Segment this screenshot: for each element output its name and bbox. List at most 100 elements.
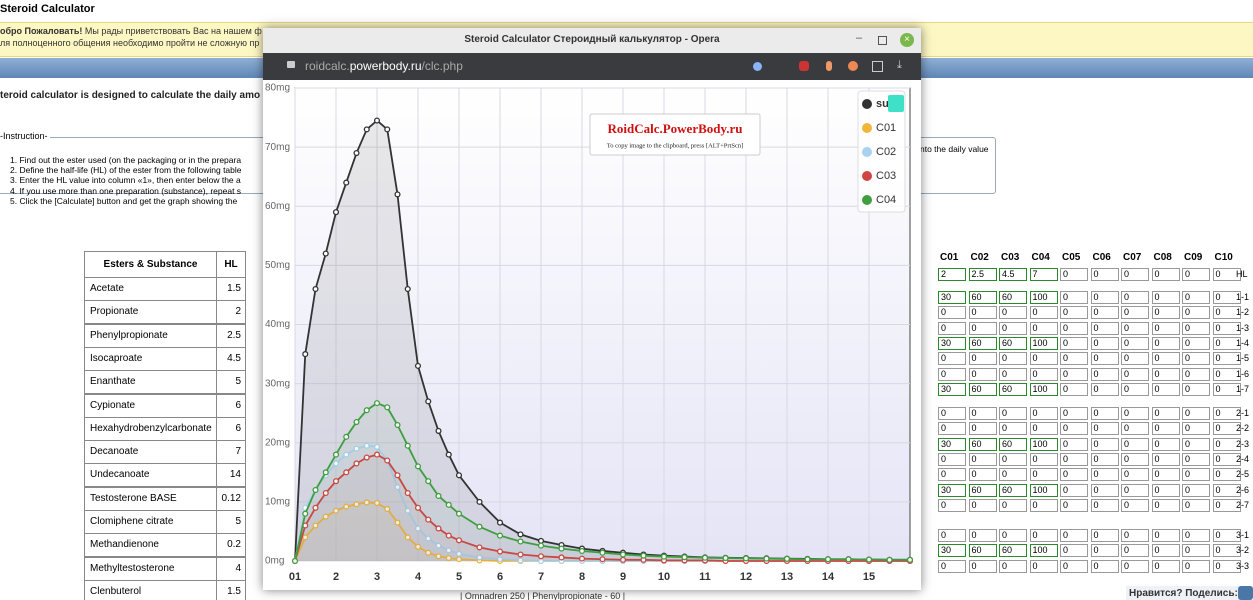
- dose-input[interactable]: 0: [1182, 368, 1210, 381]
- vk-icon[interactable]: [1238, 586, 1253, 600]
- dose-input[interactable]: 0: [1060, 322, 1088, 335]
- dose-input[interactable]: 0: [999, 499, 1027, 512]
- shield-icon[interactable]: [753, 62, 762, 71]
- dose-input[interactable]: 0: [1152, 438, 1180, 451]
- dose-input[interactable]: 0: [969, 368, 997, 381]
- dose-input[interactable]: 0: [1152, 306, 1180, 319]
- dose-input[interactable]: 0: [1182, 352, 1210, 365]
- dose-input[interactable]: 0: [1182, 422, 1210, 435]
- dose-input[interactable]: 60: [999, 383, 1027, 396]
- dose-input[interactable]: 0: [1091, 291, 1119, 304]
- dose-input[interactable]: 30: [938, 484, 966, 497]
- dose-input[interactable]: 0: [1152, 352, 1180, 365]
- minimize-button[interactable]: –: [856, 32, 862, 44]
- dose-input[interactable]: 0: [1152, 453, 1180, 466]
- dose-input[interactable]: 0: [1060, 529, 1088, 542]
- dose-input[interactable]: 0: [1121, 383, 1149, 396]
- dose-input[interactable]: 0: [1121, 352, 1149, 365]
- dose-input[interactable]: 0: [1121, 453, 1149, 466]
- dose-input[interactable]: 0: [1121, 291, 1149, 304]
- dose-input[interactable]: 0: [1182, 306, 1210, 319]
- dose-input[interactable]: 0: [999, 453, 1027, 466]
- dose-input[interactable]: 0: [999, 352, 1027, 365]
- dose-input[interactable]: 30: [938, 544, 966, 557]
- download-icon[interactable]: ⤓: [897, 59, 902, 72]
- dose-input[interactable]: 4.5: [999, 268, 1027, 281]
- dose-input[interactable]: 0: [1121, 468, 1149, 481]
- dose-input[interactable]: 0: [938, 322, 966, 335]
- dose-input[interactable]: 0: [938, 529, 966, 542]
- dose-input[interactable]: 0: [1121, 368, 1149, 381]
- dose-input[interactable]: 0: [1182, 383, 1210, 396]
- dose-input[interactable]: 0: [1091, 499, 1119, 512]
- dose-input[interactable]: 0: [1091, 337, 1119, 350]
- dose-input[interactable]: 0: [1030, 468, 1058, 481]
- dose-input[interactable]: 0: [1030, 352, 1058, 365]
- dose-input[interactable]: 0: [1182, 484, 1210, 497]
- dose-input[interactable]: 0: [1091, 529, 1119, 542]
- dose-input[interactable]: 0: [1182, 544, 1210, 557]
- dose-input[interactable]: 30: [938, 383, 966, 396]
- dose-input[interactable]: 0: [1182, 468, 1210, 481]
- dose-input[interactable]: 0: [1060, 337, 1088, 350]
- dose-input[interactable]: 100: [1030, 438, 1058, 451]
- dose-input[interactable]: 0: [938, 422, 966, 435]
- dose-input[interactable]: 60: [999, 484, 1027, 497]
- dose-input[interactable]: 0: [938, 453, 966, 466]
- dose-input[interactable]: 0: [1121, 422, 1149, 435]
- dose-input[interactable]: 0: [1091, 268, 1119, 281]
- dose-input[interactable]: 60: [999, 438, 1027, 451]
- dose-input[interactable]: 0: [1091, 560, 1119, 573]
- dose-input[interactable]: 0: [1152, 368, 1180, 381]
- dose-input[interactable]: 0: [1182, 560, 1210, 573]
- dose-input[interactable]: 0: [1060, 499, 1088, 512]
- dose-input[interactable]: 0: [1060, 422, 1088, 435]
- dose-input[interactable]: 60: [999, 291, 1027, 304]
- dose-input[interactable]: 0: [1121, 337, 1149, 350]
- dose-input[interactable]: 0: [1060, 352, 1088, 365]
- dose-input[interactable]: 0: [1182, 529, 1210, 542]
- dose-input[interactable]: 100: [1030, 383, 1058, 396]
- dose-input[interactable]: 0: [1152, 560, 1180, 573]
- dose-input[interactable]: 30: [938, 337, 966, 350]
- dose-input[interactable]: 0: [999, 322, 1027, 335]
- dose-input[interactable]: 0: [1121, 544, 1149, 557]
- dose-input[interactable]: 0: [969, 499, 997, 512]
- dose-input[interactable]: 0: [1091, 438, 1119, 451]
- dose-input[interactable]: 0: [1060, 306, 1088, 319]
- dose-input[interactable]: 0: [1152, 529, 1180, 542]
- dose-input[interactable]: 0: [1121, 560, 1149, 573]
- dose-input[interactable]: 0: [1030, 407, 1058, 420]
- dose-input[interactable]: 0: [938, 352, 966, 365]
- dose-input[interactable]: 0: [969, 529, 997, 542]
- dose-input[interactable]: 0: [1121, 529, 1149, 542]
- dose-input[interactable]: 0: [1091, 383, 1119, 396]
- dose-input[interactable]: 0: [1152, 422, 1180, 435]
- extension-icon[interactable]: [848, 61, 858, 71]
- dose-input[interactable]: 0: [938, 368, 966, 381]
- dose-input[interactable]: 0: [1060, 268, 1088, 281]
- dose-input[interactable]: 0: [1060, 544, 1088, 557]
- dose-input[interactable]: 60: [969, 544, 997, 557]
- dose-input[interactable]: 0: [999, 422, 1027, 435]
- dose-input[interactable]: 0: [1121, 499, 1149, 512]
- extension-icon[interactable]: [799, 61, 809, 71]
- dose-input[interactable]: 0: [1152, 499, 1180, 512]
- dose-input[interactable]: 60: [999, 544, 1027, 557]
- dose-input[interactable]: 0: [1091, 422, 1119, 435]
- dose-input[interactable]: 0: [938, 560, 966, 573]
- dose-input[interactable]: 0: [938, 306, 966, 319]
- dose-input[interactable]: 0: [969, 453, 997, 466]
- dose-input[interactable]: 0: [999, 368, 1027, 381]
- dose-input[interactable]: 2: [938, 268, 966, 281]
- dose-input[interactable]: 0: [969, 422, 997, 435]
- menu-button[interactable]: [888, 95, 904, 112]
- dose-input[interactable]: 0: [1121, 438, 1149, 451]
- dose-input[interactable]: 0: [1030, 322, 1058, 335]
- dose-input[interactable]: 0: [1091, 322, 1119, 335]
- dose-input[interactable]: 0: [1060, 407, 1088, 420]
- share-text[interactable]: Нравится? Поделись:: [1126, 586, 1253, 600]
- dose-input[interactable]: 100: [1030, 291, 1058, 304]
- dose-input[interactable]: 0: [1030, 453, 1058, 466]
- dose-input[interactable]: 0: [1152, 407, 1180, 420]
